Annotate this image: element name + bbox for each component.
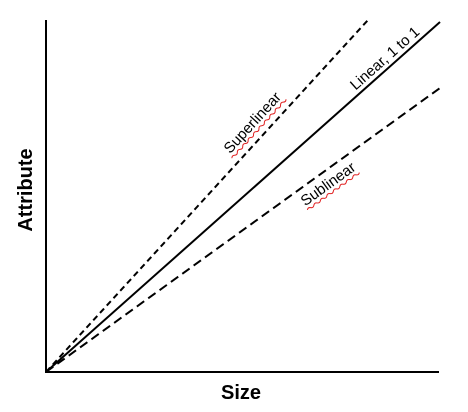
spellcheck-underline [306, 172, 360, 211]
superlinear-label-group: Superlinear [221, 89, 287, 159]
sublinear-label: Sublinear [298, 159, 359, 210]
sublinear-line [45, 87, 441, 373]
y-axis-label: Attribute [15, 148, 37, 231]
sublinear-label-group: Sublinear [298, 159, 360, 211]
linear-line [45, 21, 441, 373]
spellcheck-underline [231, 99, 287, 159]
x-axis-label: Size [221, 382, 261, 404]
linear-label: Linear, 1 to 1 [347, 23, 423, 93]
linear-label-group: Linear, 1 to 1 [347, 23, 423, 93]
